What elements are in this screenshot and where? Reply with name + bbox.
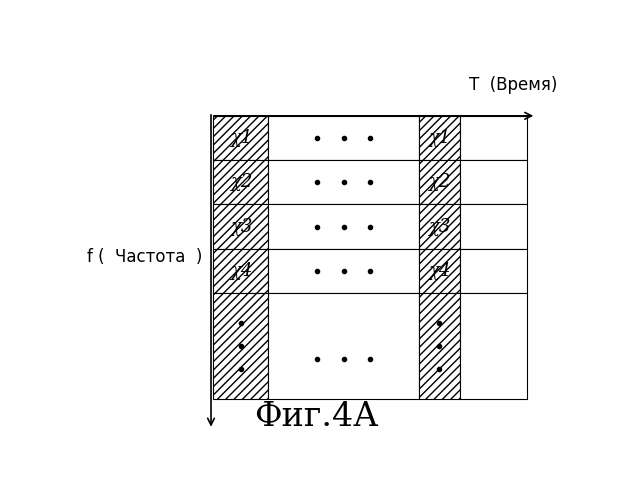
Bar: [213, 204, 268, 248]
Bar: [213, 160, 268, 204]
Bar: [460, 293, 527, 399]
Text: χ1: χ1: [428, 129, 450, 147]
Text: χ2: χ2: [428, 173, 450, 191]
Bar: [419, 204, 460, 248]
Bar: [419, 293, 460, 399]
Bar: [268, 116, 419, 160]
Bar: [419, 248, 460, 293]
Text: T  (Время): T (Время): [470, 76, 558, 94]
Text: χ4: χ4: [230, 262, 252, 280]
Bar: [460, 248, 527, 293]
Bar: [268, 248, 419, 293]
Bar: [419, 116, 460, 160]
Text: f (  Частота  ): f ( Частота ): [86, 248, 202, 266]
Text: χ3: χ3: [428, 218, 450, 236]
Text: Фиг.4А: Фиг.4А: [254, 402, 378, 434]
Bar: [460, 160, 527, 204]
Bar: [213, 248, 268, 293]
Bar: [213, 293, 268, 399]
Bar: [268, 160, 419, 204]
Text: χ1: χ1: [230, 129, 252, 147]
Bar: [268, 204, 419, 248]
Bar: [213, 116, 268, 160]
Bar: [419, 160, 460, 204]
Text: χ3: χ3: [230, 218, 252, 236]
Bar: [460, 116, 527, 160]
Bar: [268, 293, 419, 399]
Bar: [460, 204, 527, 248]
Text: χ4: χ4: [428, 262, 450, 280]
Text: χ2: χ2: [230, 173, 252, 191]
